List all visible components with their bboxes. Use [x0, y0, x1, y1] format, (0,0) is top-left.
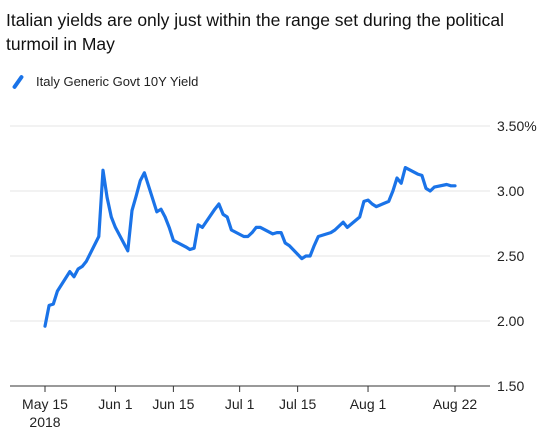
y-tick-label: 3.00	[497, 183, 524, 199]
data-point	[342, 221, 344, 223]
legend-label: Italy Generic Govt 10Y Yield	[36, 74, 199, 89]
series-line-italy-10y	[43, 166, 457, 328]
x-tick-label: Jun 15	[152, 396, 194, 412]
data-point	[73, 276, 75, 278]
data-point	[139, 179, 141, 181]
x-tick-label: May 15	[22, 396, 68, 412]
x-tick-label: Jun 1	[98, 396, 132, 412]
gridlines	[10, 125, 490, 387]
data-point	[214, 208, 216, 210]
data-point	[52, 303, 54, 305]
x-tick-label: Jul 15	[279, 396, 317, 412]
data-point	[421, 174, 423, 176]
data-point	[222, 213, 224, 215]
data-point	[363, 200, 365, 202]
legend: Italy Generic Govt 10Y Yield	[10, 73, 199, 90]
data-point	[396, 177, 398, 179]
data-point	[77, 268, 79, 270]
data-point	[143, 172, 145, 174]
y-tick-label: 2.50	[497, 248, 524, 264]
data-point	[48, 304, 50, 306]
data-point	[425, 187, 427, 189]
y-axis: 1.50 2.00 2.50 3.00 3.50%	[497, 118, 537, 394]
data-point	[98, 235, 100, 237]
x-tick-label: Aug 1	[350, 396, 387, 412]
data-point	[255, 226, 257, 228]
data-point	[226, 216, 228, 218]
y-tick-label: 3.50%	[497, 118, 537, 134]
data-point	[309, 255, 311, 257]
data-point	[417, 173, 419, 175]
data-point	[160, 208, 162, 210]
data-point	[243, 235, 245, 237]
data-point	[392, 190, 394, 192]
data-point	[346, 226, 348, 228]
data-point	[317, 235, 319, 237]
data-point	[127, 250, 129, 252]
x-tick-label: Jul 1	[225, 396, 255, 412]
data-point	[251, 231, 253, 233]
data-point	[156, 211, 158, 213]
data-point	[454, 185, 456, 187]
data-point	[185, 246, 187, 248]
data-point	[404, 166, 406, 168]
data-point	[429, 190, 431, 192]
data-point	[288, 244, 290, 246]
data-point	[189, 248, 191, 250]
data-point	[359, 216, 361, 218]
data-point	[330, 231, 332, 233]
x-tick-sublabel: 2018	[29, 414, 60, 430]
data-point	[371, 203, 373, 205]
data-point	[301, 257, 303, 259]
data-point	[305, 255, 307, 257]
data-point	[450, 185, 452, 187]
data-point	[197, 224, 199, 226]
data-point	[110, 216, 112, 218]
data-point	[164, 216, 166, 218]
data-point	[69, 270, 71, 272]
y-tick-label: 1.50	[497, 378, 524, 394]
data-point	[85, 260, 87, 262]
data-point	[168, 226, 170, 228]
data-point	[284, 242, 286, 244]
data-point	[276, 231, 278, 233]
data-point	[81, 265, 83, 267]
data-point	[201, 226, 203, 228]
data-point	[218, 203, 220, 205]
series-layer	[43, 166, 457, 328]
x-axis: May 15 2018 Jun 1 Jun 15 Jul 1 Jul 15 Aug 1 Aug…	[22, 386, 477, 430]
data-point	[247, 235, 249, 237]
data-point	[338, 225, 340, 227]
data-point	[400, 182, 402, 184]
data-point	[114, 226, 116, 228]
data-point	[44, 325, 46, 327]
data-point	[375, 205, 377, 207]
data-point	[433, 186, 435, 188]
data-point	[102, 169, 104, 171]
data-point	[193, 247, 195, 249]
data-point	[106, 196, 108, 198]
data-point	[280, 231, 282, 233]
data-point	[131, 209, 133, 211]
data-point	[367, 199, 369, 201]
data-point	[313, 244, 315, 246]
data-point	[388, 200, 390, 202]
chart-title: Italian yields are only just within the …	[6, 10, 505, 54]
data-point	[172, 239, 174, 241]
data-point	[259, 226, 261, 228]
data-point	[56, 290, 58, 292]
y-tick-label: 2.00	[497, 313, 524, 329]
data-point	[230, 229, 232, 231]
data-point	[334, 229, 336, 231]
x-tick-label: Aug 22	[433, 396, 478, 412]
data-point	[272, 233, 274, 235]
data-point	[446, 183, 448, 185]
data-point	[135, 195, 137, 197]
